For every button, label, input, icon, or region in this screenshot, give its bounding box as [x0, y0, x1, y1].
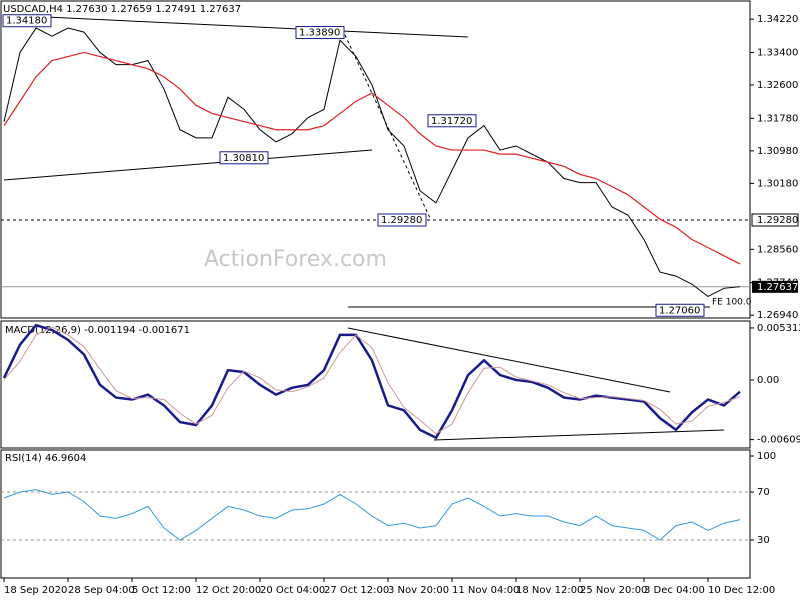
y-tick-label: 1.26940 [757, 310, 798, 321]
annotation-box [427, 114, 477, 128]
x-tick-label: 3 Dec 04:00 [644, 585, 705, 596]
fe-label: FE 100.0 [712, 298, 752, 308]
rsi-panel [0, 449, 751, 579]
series-line [3, 51, 741, 265]
y-tick-label: 1.32600 [757, 80, 798, 91]
annotation-label: 1.34180 [6, 16, 47, 27]
annotation-label: 1.30810 [223, 153, 264, 164]
series-line [3, 326, 741, 435]
x-tick-label: 12 Oct 20:00 [196, 585, 261, 596]
y-tick-label: 1.30180 [757, 178, 798, 189]
y-tick-label: 70 [757, 487, 770, 498]
price-box [752, 280, 798, 293]
y-tick-label: 1.34220 [757, 14, 798, 25]
series-line [2, 323, 741, 440]
x-tick-label: 28 Sep 04:00 [68, 585, 135, 596]
rsi-title: RSI(14) 46.9604 [5, 453, 86, 464]
y-tick-label: 100 [757, 451, 776, 462]
x-tick-label: 18 Nov 12:00 [516, 585, 583, 596]
macd-trendline [347, 327, 671, 393]
x-tick-label: 3 Nov 20:00 [388, 585, 449, 596]
y-tick-label: 1.33400 [757, 47, 798, 58]
y-tick-label: 1.31780 [757, 113, 798, 124]
macd-trendline [433, 429, 725, 441]
x-tick-label: 11 Nov 04:00 [452, 585, 519, 596]
y-tick-label: -0.006092 [757, 435, 800, 446]
y-tick-label: 0.00 [757, 375, 779, 386]
x-tick-label: 25 Nov 20:00 [580, 585, 647, 596]
annotation-box [295, 26, 345, 40]
x-tick-label: 20 Oct 04:00 [260, 585, 325, 596]
watermark: ActionForex.com [204, 247, 387, 272]
price-panel [0, 0, 751, 319]
y-tick-label: 1.28560 [757, 244, 798, 255]
annotation-label: 1.29280 [381, 215, 422, 226]
series-line [3, 489, 741, 541]
y-tick-label: 30 [757, 535, 770, 546]
current-price-label: 1.27637 [757, 282, 798, 293]
annotation-box [655, 303, 705, 317]
trendline [3, 149, 373, 181]
annotation-label: 1.33890 [299, 28, 340, 39]
annotation-box [2, 14, 52, 28]
price-title: USDCAD,H4 1.27630 1.27659 1.27491 1.2763… [3, 4, 241, 15]
x-tick-label: 27 Oct 12:00 [324, 585, 389, 596]
x-tick-label: 5 Oct 12:00 [132, 585, 191, 596]
level-label: 1.29280 [757, 215, 798, 226]
annotation-label: 1.27060 [659, 305, 700, 316]
trendline [3, 14, 469, 38]
annotation-box [219, 151, 269, 165]
annotation-label: 1.31720 [431, 116, 472, 127]
x-tick-label: 10 Dec 12:00 [708, 585, 775, 596]
series-line [3, 27, 741, 298]
y-tick-label: 0.005312 [757, 323, 800, 334]
level-box [751, 213, 799, 227]
fib-line [344, 34, 431, 219]
x-tick-label: 18 Sep 2020 [4, 585, 67, 596]
y-tick-label: 1.30980 [757, 146, 798, 157]
annotation-box [377, 213, 427, 227]
macd-panel [0, 320, 751, 449]
macd-title: MACD(12,26,9) -0.001194 -0.001671 [5, 325, 190, 336]
